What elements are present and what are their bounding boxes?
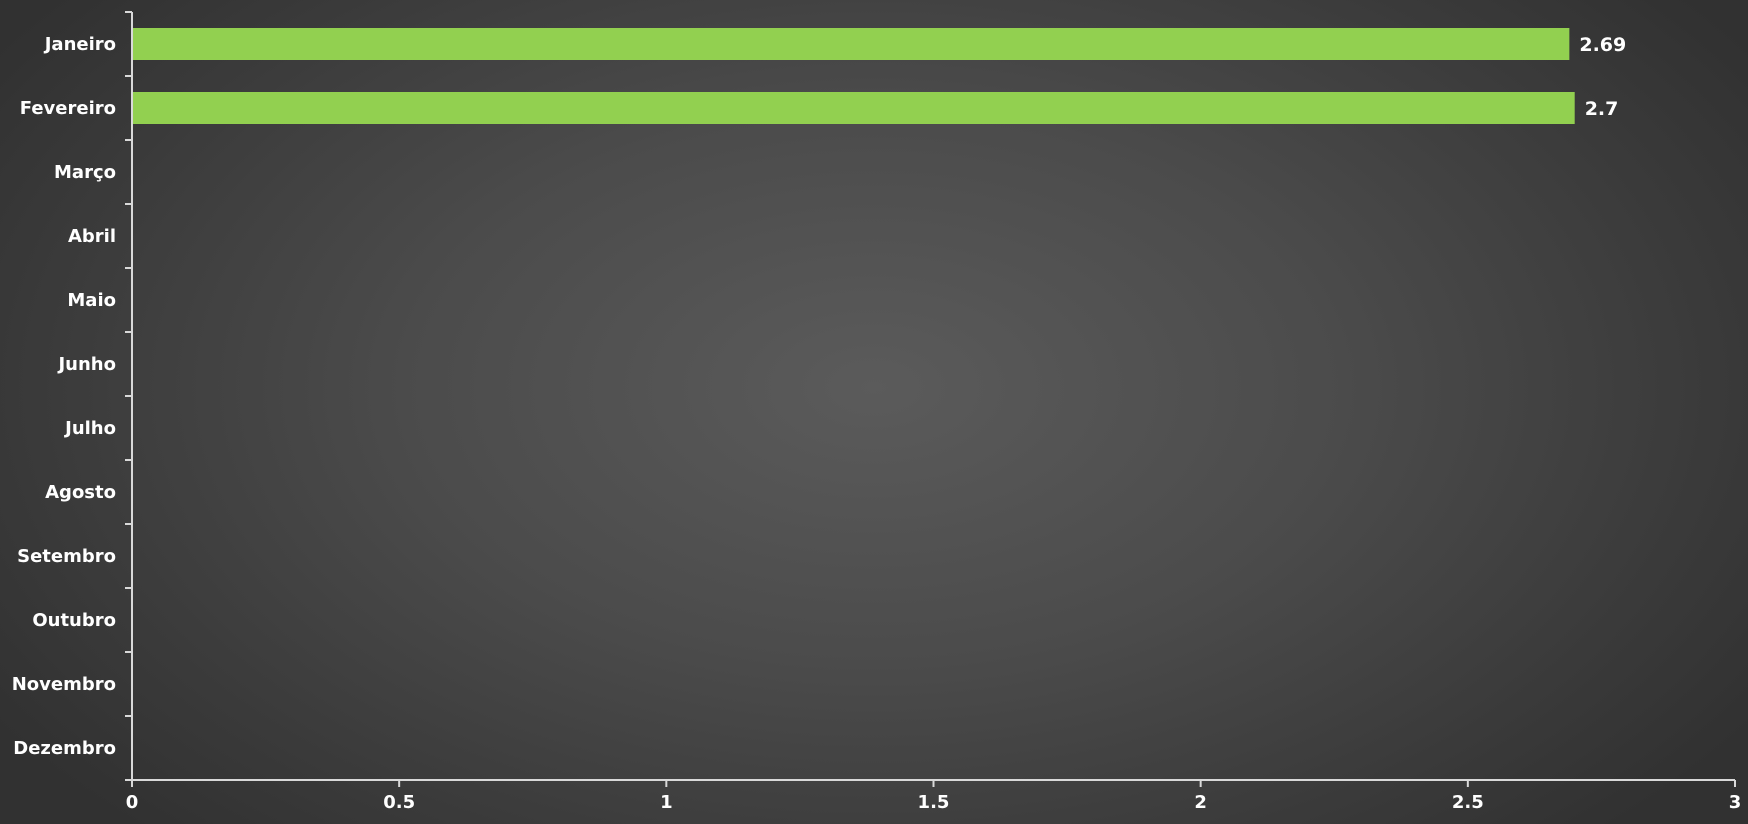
labels: 0 0.5 1 1.5 2 2.5 3 Janeiro 2.69 Fevereiro 2.7 Març… — [12, 34, 1742, 813]
x-tick-label: 3 — [1729, 792, 1742, 813]
data-label: 2.69 — [1579, 34, 1626, 56]
category-label: Dezembro — [13, 738, 116, 759]
x-tick-label: 2.5 — [1452, 792, 1484, 813]
bars — [133, 28, 1575, 124]
data-label: 2.7 — [1585, 98, 1619, 120]
axes — [125, 11, 1736, 787]
category-label: Maio — [67, 290, 116, 311]
x-tick-label: 0.5 — [383, 792, 415, 813]
category-label: Abril — [68, 226, 116, 247]
x-tick-label: 2 — [1194, 792, 1207, 813]
category-label: Julho — [63, 418, 116, 439]
category-label: Outubro — [32, 610, 116, 631]
category-label: Setembro — [17, 546, 116, 567]
bar — [133, 28, 1570, 60]
category-label: Junho — [56, 354, 116, 375]
bar — [133, 92, 1575, 124]
category-label: Fevereiro — [20, 98, 116, 119]
x-tick-label: 1 — [660, 792, 673, 813]
category-label: Novembro — [12, 674, 116, 695]
x-tick-label: 0 — [126, 792, 139, 813]
category-label: Agosto — [45, 482, 116, 503]
x-tick-label: 1.5 — [918, 792, 950, 813]
category-label: Março — [54, 162, 116, 183]
category-label: Janeiro — [43, 34, 116, 55]
